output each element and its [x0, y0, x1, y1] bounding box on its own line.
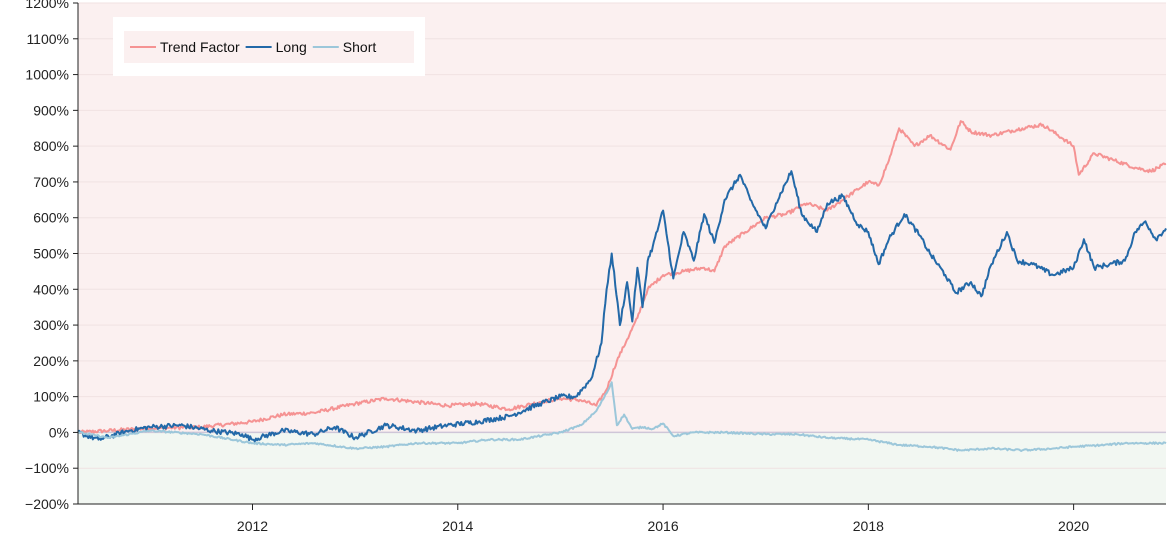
- y-tick-label: 1200%: [25, 0, 69, 11]
- legend: Trend Factor Long Short: [113, 17, 425, 76]
- y-tick-label: 0%: [49, 424, 69, 440]
- series-line-long: [77, 170, 1167, 443]
- y-tick-label: −200%: [25, 496, 69, 512]
- x-tick-label: 2016: [647, 518, 678, 534]
- series-line-short: [77, 381, 1167, 452]
- y-tick-label: 600%: [33, 210, 69, 226]
- legend-label-long: Long: [276, 39, 307, 55]
- x-axis: 2012 2014 2016 2018 2020: [237, 504, 1089, 534]
- y-tick-label: 700%: [33, 174, 69, 190]
- x-tick-label: 2014: [442, 518, 473, 534]
- y-tick-label: 500%: [33, 246, 69, 262]
- y-tick-label: 1000%: [25, 67, 69, 83]
- y-tick-label: 300%: [33, 317, 69, 333]
- y-tick-label: 400%: [33, 281, 69, 297]
- y-axis: −200% −100% 0% 100% 200% 300% 400% 500% 600% 700%…: [25, 0, 78, 512]
- y-tick-label: 200%: [33, 353, 69, 369]
- legend-label-trend-factor: Trend Factor: [160, 39, 240, 55]
- x-tick-label: 2018: [853, 518, 884, 534]
- gridlines: [78, 2, 1166, 469]
- series-line-trend-factor: [77, 120, 1167, 435]
- series-layer: [77, 120, 1167, 452]
- y-tick-label: 900%: [33, 102, 69, 118]
- x-tick-label: 2012: [237, 518, 268, 534]
- y-tick-label: 100%: [33, 389, 69, 405]
- y-tick-label: 1100%: [26, 31, 69, 47]
- x-tick-label: 2020: [1058, 518, 1089, 534]
- y-tick-label: −100%: [25, 460, 69, 476]
- y-tick-label: 800%: [33, 138, 69, 154]
- legend-label-short: Short: [343, 39, 377, 55]
